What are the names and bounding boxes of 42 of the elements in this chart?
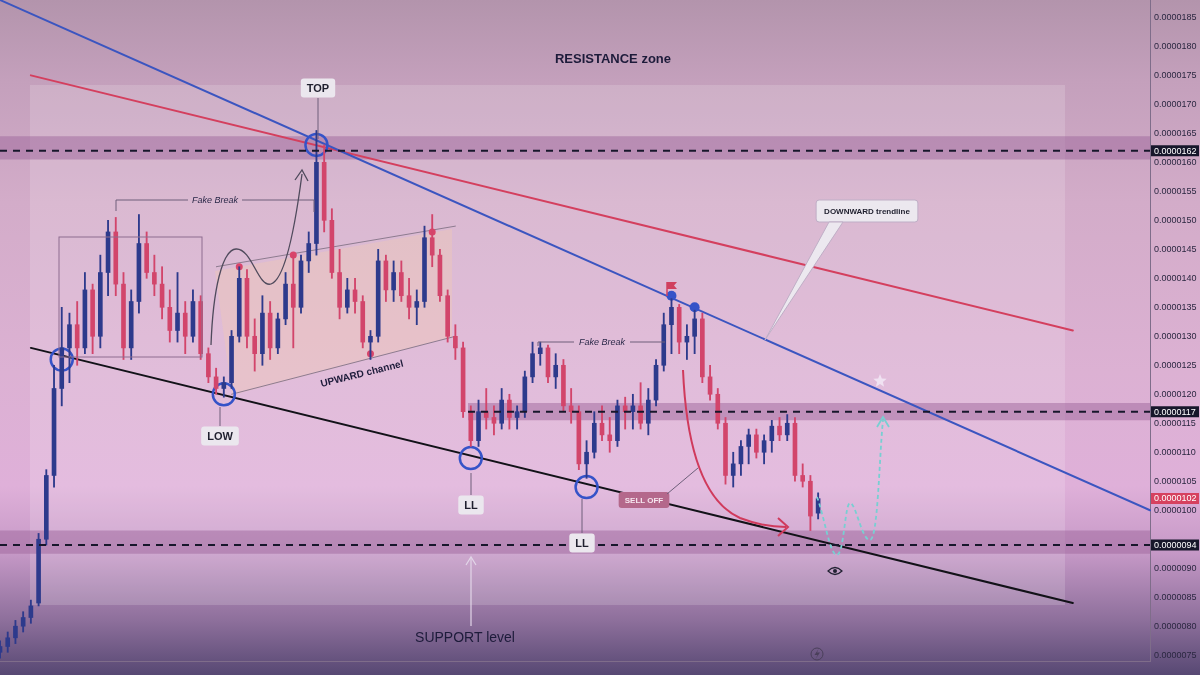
ref-line-label: 0.0000094 bbox=[1154, 540, 1197, 551]
ref-line-label: 0.0000117 bbox=[1154, 406, 1196, 417]
candlestick bbox=[607, 417, 613, 453]
y-tick-label: 0.0000175 bbox=[1154, 69, 1197, 80]
annotation: DOWNWARD trendline bbox=[824, 206, 911, 216]
point bbox=[458, 445, 484, 471]
y-tick-label: 0.0000120 bbox=[1154, 388, 1197, 399]
y-tick-label: 0.0000075 bbox=[1154, 649, 1197, 660]
y-tick-label: 0.0000135 bbox=[1154, 301, 1197, 312]
ref-line-label: 0.0000162 bbox=[1154, 145, 1197, 156]
y-tick-label: 0.0000155 bbox=[1154, 185, 1197, 196]
y-tick-label: 0.0000150 bbox=[1154, 214, 1197, 225]
annotation: Fake Break bbox=[578, 336, 626, 347]
annotation: LL bbox=[464, 498, 478, 511]
y-tick-label: 0.0000080 bbox=[1154, 620, 1197, 631]
y-tick-label: 0.0000100 bbox=[1154, 504, 1197, 515]
annotation: UPWARD channel bbox=[319, 357, 405, 389]
annotation: RESISTANCE zone bbox=[554, 50, 672, 66]
y-tick-label: 0.0000170 bbox=[1154, 98, 1197, 109]
y-tick-label: 0.0000105 bbox=[1154, 475, 1197, 486]
point bbox=[574, 474, 599, 500]
annotation: SUPPORT level bbox=[415, 628, 515, 645]
annotation: LOW bbox=[207, 429, 234, 442]
annotation: SELL OFF bbox=[624, 495, 664, 505]
y-tick-label: 0.0000180 bbox=[1154, 40, 1197, 51]
annotation: Fake Break bbox=[191, 194, 239, 205]
y-tick-label: 0.0000115 bbox=[1154, 417, 1196, 428]
point bbox=[211, 382, 237, 407]
annotation: TOP bbox=[306, 81, 330, 94]
y-tick-label: 0.0000145 bbox=[1154, 243, 1197, 254]
point bbox=[689, 302, 700, 313]
y-tick-label: 0.0000125 bbox=[1154, 359, 1197, 370]
y-tick-label: 0.0000185 bbox=[1154, 11, 1197, 22]
text: 0.0000102 bbox=[1154, 493, 1197, 504]
y-tick-label: 0.0000160 bbox=[1154, 156, 1197, 167]
y-tick-label: 0.0000140 bbox=[1154, 272, 1197, 283]
y-tick-label: 0.0000165 bbox=[1154, 127, 1197, 138]
y-tick-label: 0.0000085 bbox=[1154, 591, 1197, 602]
y-tick-label: 0.0000130 bbox=[1154, 330, 1197, 341]
y-tick-label: 0.0000110 bbox=[1154, 446, 1196, 457]
y-tick-label: 0.0000090 bbox=[1154, 562, 1197, 573]
annotation: LL bbox=[575, 536, 589, 549]
